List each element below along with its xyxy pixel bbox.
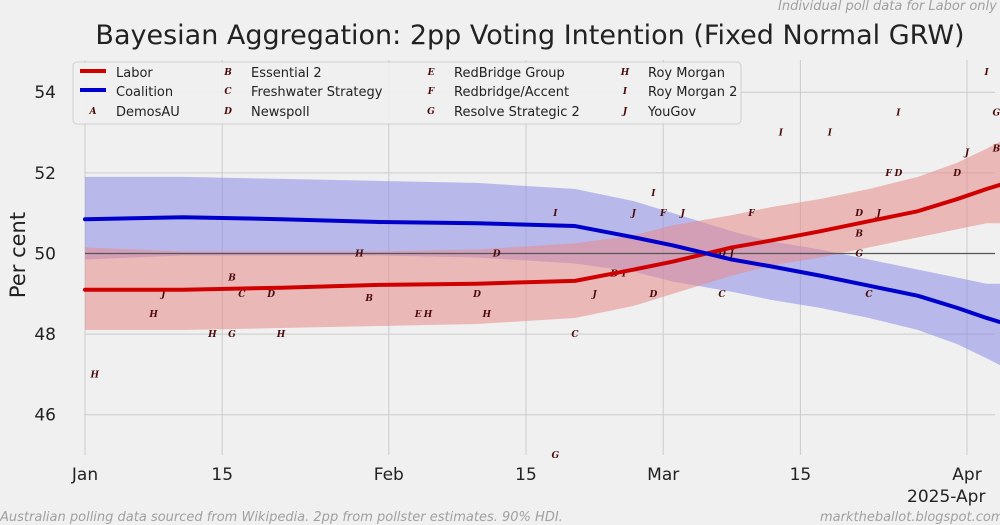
poll-marker-D: D	[952, 169, 961, 179]
poll-marker-D: D	[717, 249, 726, 259]
poll-marker-J: J	[679, 209, 686, 219]
x-tick-label: Apr	[952, 465, 981, 485]
legend-marker: J	[621, 107, 628, 117]
legend-marker: I	[622, 87, 628, 97]
poll-marker-I: I	[621, 270, 627, 280]
legend-marker: C	[224, 87, 232, 97]
poll-marker-J: J	[875, 209, 882, 219]
poll-marker-B: B	[854, 229, 863, 239]
poll-marker-I: I	[778, 129, 784, 139]
legend-label: Freshwater Strategy	[251, 85, 383, 100]
legend: Labor Coalition A DemosAU B Essential 2 C Fresh…	[72, 61, 742, 125]
poll-marker-G: G	[855, 249, 863, 259]
poll-marker-D: D	[492, 249, 501, 259]
legend-label: Newspoll	[251, 105, 310, 120]
legend-label: Redbridge/Accent	[454, 85, 569, 100]
poll-marker-B: B	[364, 294, 373, 304]
poll-marker-D: D	[893, 169, 902, 179]
y-axis-label: Per cent	[6, 212, 30, 298]
poll-marker-F: F	[884, 169, 892, 179]
legend-marker: D	[223, 107, 232, 117]
x-tick-label: 15	[211, 465, 233, 485]
legend-label: Coalition	[116, 85, 173, 100]
poll-marker-H: H	[148, 310, 158, 320]
footnote-left: Australian polling data sourced from Wik…	[0, 510, 563, 525]
x-tick-label: Jan	[71, 465, 98, 485]
x-axis-label: 2025-Apr	[907, 487, 985, 507]
poll-marker-D: D	[648, 290, 657, 300]
poll-marker-F: F	[659, 209, 667, 219]
poll-marker-C: C	[865, 290, 873, 300]
poll-marker-D: D	[266, 290, 275, 300]
poll-marker-G: G	[552, 451, 560, 461]
poll-marker-J: J	[630, 209, 637, 219]
poll-marker-F: F	[747, 209, 755, 219]
legend-marker: A	[89, 107, 97, 117]
legend-label: RedBridge Group	[454, 66, 565, 81]
legend-label: DemosAU	[116, 105, 180, 120]
poll-marker-H: H	[423, 310, 433, 320]
legend-label: YouGov	[647, 105, 696, 120]
poll-marker-H: H	[90, 370, 100, 380]
legend-label: Labor	[116, 66, 153, 81]
y-tick-label: 54	[34, 83, 56, 103]
poll-marker-J: J	[728, 249, 735, 259]
poll-marker-I: I	[983, 68, 989, 78]
coalition-hdi-band	[85, 176, 1000, 366]
y-tick-label: 48	[34, 325, 56, 345]
legend-label: Roy Morgan	[648, 66, 725, 81]
legend-label: Resolve Strategic 2	[454, 105, 580, 120]
legend-marker: F	[427, 87, 435, 97]
poll-marker-I: I	[552, 209, 558, 219]
poll-marker-J: J	[590, 290, 597, 300]
poll-marker-B: B	[227, 274, 236, 284]
poll-marker-C: C	[571, 330, 579, 340]
legend-marker: E	[427, 68, 435, 78]
x-tick-label: 15	[790, 465, 812, 485]
poll-marker-J: J	[159, 290, 166, 300]
poll-marker-H: H	[482, 310, 492, 320]
poll-marker-H: H	[207, 330, 217, 340]
legend-marker: H	[620, 68, 630, 78]
poll-marker-B: B	[992, 145, 1000, 155]
poll-marker-I: I	[827, 129, 833, 139]
poll-marker-I: I	[650, 189, 656, 199]
legend-marker: G	[427, 107, 435, 117]
top-note: Individual poll data for Labor only	[778, 0, 997, 14]
chart-title: Bayesian Aggregation: 2pp Voting Intenti…	[95, 20, 964, 51]
y-tick-label: 52	[34, 164, 56, 184]
poll-marker-I: I	[895, 108, 901, 118]
footnote-right: marktheballot.blogspot.com	[820, 510, 1000, 525]
poll-marker-C: C	[718, 290, 726, 300]
poll-marker-H: H	[354, 249, 364, 259]
y-tick-label: 46	[34, 406, 56, 426]
poll-marker-D: D	[854, 209, 863, 219]
legend-label: Roy Morgan 2	[648, 85, 737, 100]
x-tick-label: Feb	[374, 465, 404, 485]
legend-label: Essential 2	[251, 66, 322, 81]
poll-marker-C: C	[238, 290, 246, 300]
y-tick-label: 50	[34, 244, 56, 264]
labor-hdi-band	[85, 141, 1000, 331]
poll-marker-G: G	[228, 330, 236, 340]
legend-box	[72, 61, 742, 125]
poll-marker-J: J	[963, 149, 970, 159]
x-tick-label: 15	[515, 465, 537, 485]
poll-marker-E: E	[414, 310, 422, 320]
legend-marker: B	[223, 68, 232, 78]
coalition-line	[83, 215, 1000, 325]
poll-marker-H: H	[276, 330, 286, 340]
poll-marker-D: D	[472, 290, 481, 300]
poll-marker-G: G	[993, 108, 1000, 118]
x-tick-label: Mar	[647, 465, 679, 485]
